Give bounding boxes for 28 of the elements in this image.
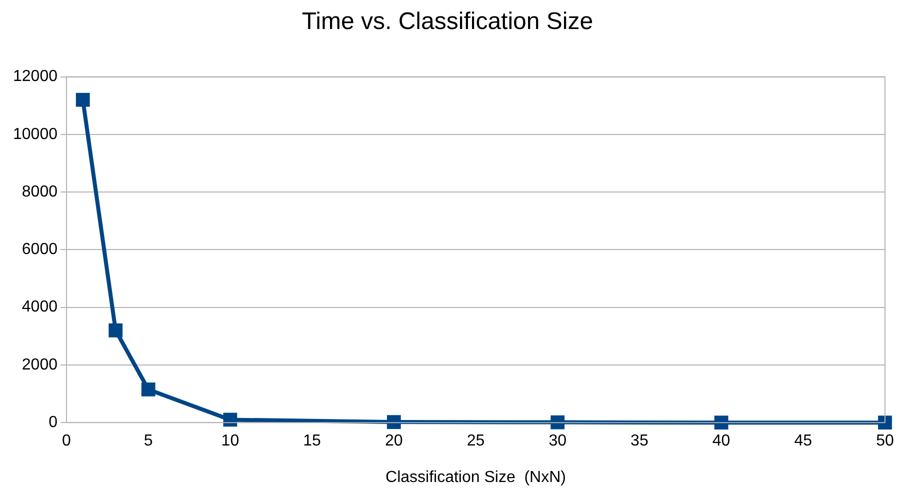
point (223, 412, 238, 427)
x-axis-title: Classification Size (NxN) (386, 468, 566, 486)
x-tick-label: 35 (630, 432, 648, 450)
point (76, 92, 90, 107)
y-tick-label: 4000 (22, 298, 58, 316)
point (108, 323, 123, 338)
point (141, 382, 156, 396)
x-tick-label: 45 (794, 432, 812, 450)
x-tick-label: 40 (712, 432, 730, 450)
x-tick-label: 15 (303, 432, 322, 450)
x-tick-label: 5 (144, 432, 153, 450)
point (714, 416, 728, 430)
x-tick-label: 0 (62, 432, 72, 450)
y-tick-label: 2000 (22, 356, 58, 374)
x-tick-label: 25 (466, 432, 485, 450)
y-tick-label: 10000 (12, 126, 58, 143)
point (878, 416, 892, 430)
y-tick-label: 8000 (22, 183, 58, 200)
x-tick-label: 20 (384, 432, 403, 450)
y-tick-label: 12000 (12, 68, 58, 86)
x-tick-label: 50 (876, 432, 894, 450)
y-tick-label: 6000 (22, 241, 58, 258)
x-tick-label: 10 (221, 432, 240, 450)
point (550, 415, 565, 430)
point (386, 415, 401, 429)
chart-title: Time vs. Classification Size (302, 8, 594, 36)
x-tick-label: 30 (548, 432, 567, 450)
y-tick-label: 0 (48, 414, 58, 432)
